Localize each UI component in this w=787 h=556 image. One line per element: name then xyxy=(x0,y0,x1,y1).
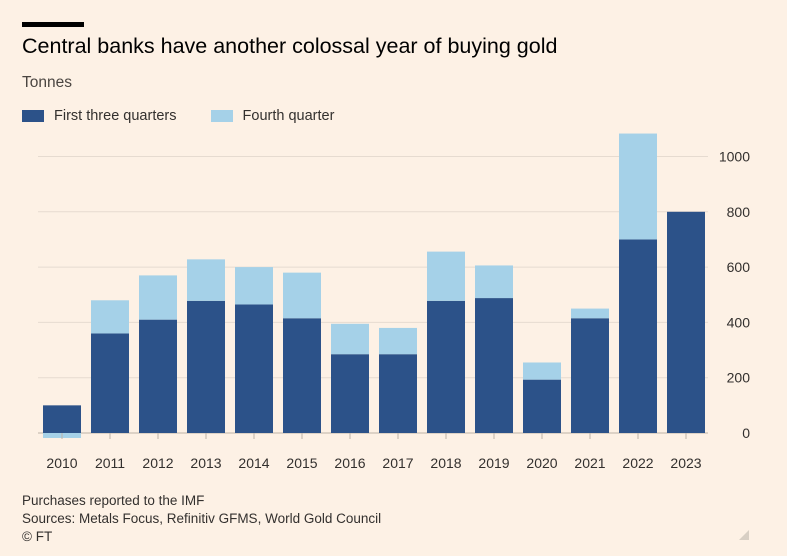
chart-title: Central banks have another colossal year… xyxy=(22,34,558,58)
bar-first-three-quarters xyxy=(187,300,225,433)
bar-first-three-quarters xyxy=(235,304,273,433)
bar-first-three-quarters xyxy=(427,300,465,433)
bar-fourth-quarter xyxy=(283,272,321,319)
x-tick-label: 2020 xyxy=(526,455,557,471)
x-tick-label: 2011 xyxy=(95,455,125,471)
bar-fourth-quarter xyxy=(235,267,273,305)
bar-fourth-quarter xyxy=(187,259,225,301)
bar-fourth-quarter xyxy=(139,275,177,320)
y-tick-label: 400 xyxy=(727,314,751,330)
x-tick-label: 2021 xyxy=(574,455,605,471)
bar-fourth-quarter xyxy=(427,251,465,301)
bar-fourth-quarter xyxy=(523,362,561,380)
x-tick-label: 2014 xyxy=(238,455,269,471)
bar-first-three-quarters xyxy=(139,319,177,433)
bar-fourth-quarter xyxy=(571,308,609,319)
bar-first-three-quarters xyxy=(331,354,369,433)
x-tick-label: 2013 xyxy=(190,455,221,471)
y-tick-label: 800 xyxy=(727,204,751,220)
x-tick-label: 2022 xyxy=(622,455,653,471)
bar-first-three-quarters xyxy=(91,333,129,433)
footer-sources: Sources: Metals Focus, Refinitiv GFMS, W… xyxy=(22,511,382,526)
footer: Purchases reported to the IMF Sources: M… xyxy=(22,492,381,546)
legend-swatch-fourth-quarter xyxy=(210,110,233,122)
x-tick-label: 2023 xyxy=(670,455,701,471)
y-tick-label: 600 xyxy=(727,259,751,275)
footer-note: Purchases reported to the IMF xyxy=(22,493,205,508)
bar-first-three-quarters xyxy=(523,379,561,433)
x-tick-label: 2012 xyxy=(142,455,173,471)
bar-fourth-quarter xyxy=(619,133,657,240)
bar-first-three-quarters xyxy=(475,298,513,433)
y-tick-label: 1000 xyxy=(719,149,750,165)
bar-first-three-quarters xyxy=(619,239,657,433)
bar-first-three-quarters xyxy=(571,318,609,433)
x-tick-label: 2015 xyxy=(286,455,317,471)
legend-item-first-three-quarters: First three quarters xyxy=(22,108,177,124)
brand-bar xyxy=(22,22,84,27)
legend-item-fourth-quarter: Fourth quarter xyxy=(210,108,335,124)
chart-subtitle: Tonnes xyxy=(22,74,72,91)
legend-swatch-first-three-quarters xyxy=(22,110,44,122)
y-tick-label: 200 xyxy=(727,370,751,386)
x-tick-label: 2016 xyxy=(334,455,365,471)
bar-first-three-quarters xyxy=(283,318,321,433)
bar-fourth-quarter xyxy=(91,300,129,334)
x-tick-label: 2017 xyxy=(382,455,413,471)
bar-fourth-quarter xyxy=(331,323,369,355)
y-tick-label: 0 xyxy=(742,425,750,441)
x-tick-label: 2010 xyxy=(46,455,77,471)
bar-fourth-quarter xyxy=(379,327,417,355)
x-tick-label: 2018 xyxy=(430,455,461,471)
bar-first-three-quarters xyxy=(667,211,705,433)
bar-first-three-quarters xyxy=(379,354,417,433)
bar-first-three-quarters xyxy=(43,405,81,433)
legend-label: First three quarters xyxy=(54,108,177,124)
corner-mark-icon xyxy=(739,530,749,540)
x-tick-label: 2019 xyxy=(478,455,509,471)
footer-credit: © FT xyxy=(22,529,53,544)
bar-fourth-quarter xyxy=(475,265,513,299)
legend-label: Fourth quarter xyxy=(242,108,335,124)
legend: First three quarters Fourth quarter xyxy=(22,108,364,126)
